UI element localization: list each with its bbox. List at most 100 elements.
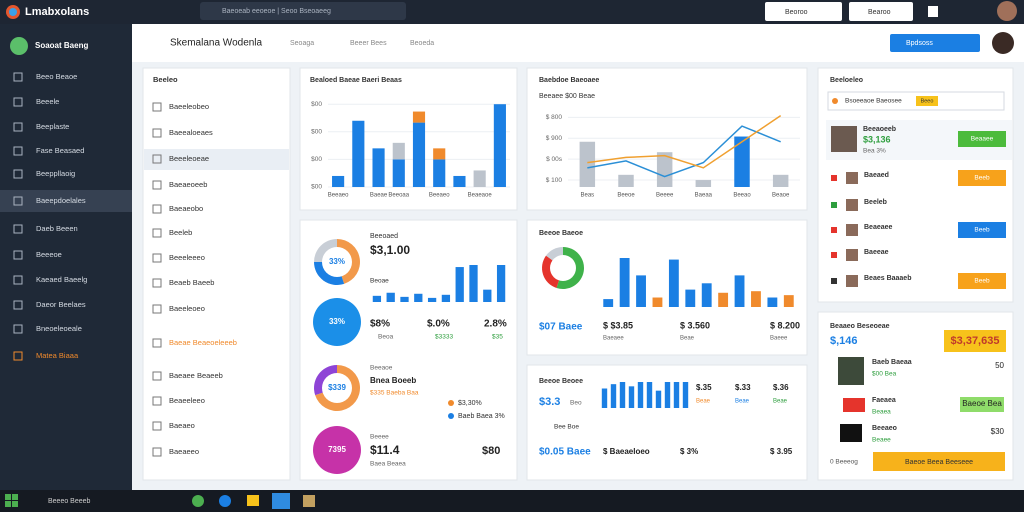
list-item[interactable]: Baeae Beaeoeleeeb — [169, 338, 237, 347]
bar — [392, 142, 405, 160]
list-item[interactable]: Baeeleobeo — [169, 102, 209, 111]
bar — [718, 292, 729, 307]
bar — [414, 293, 423, 302]
donut-hole — [550, 255, 576, 281]
start-button[interactable] — [5, 494, 11, 500]
sidebar — [0, 24, 132, 490]
header — [132, 24, 1024, 62]
nav-item[interactable]: Baeepdoelales — [36, 196, 86, 205]
app-chrome[interactable] — [192, 495, 204, 507]
nav-icon — [13, 72, 23, 82]
list-item[interactable]: Beaeb Baeeb — [169, 278, 214, 287]
nav-icon — [13, 250, 23, 260]
button-label: Beeb — [974, 278, 990, 285]
item-icon — [831, 252, 837, 258]
list-item[interactable]: Baeaee Beaeeb — [169, 371, 223, 380]
donut-center: 33% — [329, 257, 345, 266]
bar — [734, 275, 745, 307]
stat: $8% — [370, 319, 390, 330]
app-active[interactable] — [272, 493, 290, 509]
nav-item[interactable]: Beeeoe — [36, 250, 62, 259]
action-button[interactable] — [958, 131, 1006, 147]
donut-center: $339 — [328, 383, 346, 392]
nav-item[interactable]: Kaeaed Baeelg — [36, 275, 87, 284]
y-tick-label: $ 800 — [546, 114, 563, 121]
avatar[interactable] — [997, 1, 1017, 21]
totals-thumb-3 — [840, 424, 862, 442]
list-item[interactable]: Beeeleoeae — [169, 154, 209, 163]
bar — [601, 388, 608, 408]
nav-item[interactable]: Fase Beasaed — [36, 146, 84, 155]
app-misc[interactable] — [303, 495, 315, 507]
button-label: Baeoe Beea Beeseee — [905, 459, 973, 466]
x-tick-label: Beeee — [656, 193, 674, 199]
action-button[interactable] — [873, 452, 1005, 471]
label: Beeee — [370, 434, 389, 441]
value: $3,37,635 — [951, 335, 1000, 347]
line-series — [587, 115, 782, 169]
action-button[interactable] — [958, 170, 1006, 186]
start-button-b[interactable] — [12, 494, 18, 500]
panel-title: Bealoed Baeae Baeri Beaas — [310, 77, 402, 84]
icon-bell[interactable] — [928, 6, 938, 17]
button-label: Bpdsoss — [906, 40, 933, 47]
list-item[interactable]: Baeaeoeeb — [169, 180, 207, 189]
action-button[interactable] — [958, 273, 1006, 289]
nav-item[interactable]: Beeplaste — [36, 122, 69, 131]
action-button[interactable] — [960, 397, 1004, 412]
search-box[interactable] — [200, 2, 406, 20]
nav-item[interactable]: Daeor Beelaes — [36, 300, 86, 309]
stat-sub: $3333 — [435, 334, 453, 341]
nav-item[interactable]: Beeo Beaoe — [36, 72, 77, 81]
x-tick-label: Beaoe — [772, 193, 790, 199]
header-button[interactable] — [890, 34, 980, 52]
app-edge[interactable] — [219, 495, 231, 507]
taskbar-search: Beeeo Beeeb — [48, 498, 91, 505]
list-item[interactable]: Baeaeeo — [169, 447, 199, 456]
bar — [455, 267, 464, 302]
breadcrumb[interactable]: Beoeda — [410, 40, 434, 47]
select-1[interactable] — [765, 2, 842, 21]
y-tick-label: $ 100 — [546, 177, 563, 184]
bar — [433, 159, 446, 187]
nav-item[interactable]: Daeb Beeen — [36, 224, 78, 233]
nav-icon — [13, 122, 23, 132]
list-icon — [152, 253, 162, 263]
app-folder[interactable] — [247, 495, 259, 506]
taskbar — [0, 490, 1024, 512]
stat-sub: Baeee — [770, 336, 788, 342]
bar — [767, 297, 778, 307]
list-item[interactable]: Beeleb — [169, 228, 192, 237]
select-2[interactable] — [849, 2, 913, 21]
breadcrumb[interactable]: Seoaga — [290, 40, 314, 47]
list-item[interactable]: Beaeeleeo — [169, 396, 205, 405]
bar — [332, 175, 345, 187]
breadcrumb[interactable]: Beeer Bees — [350, 40, 387, 47]
label: Beeaoe — [370, 365, 393, 372]
header-avatar[interactable] — [992, 32, 1014, 54]
list-item[interactable]: Baeeleoeo — [169, 304, 205, 313]
list-item[interactable]: Baeealoeaes — [169, 128, 213, 137]
item-name: Beeleb — [864, 199, 887, 206]
nav-item[interactable]: Matea Biaaa — [36, 351, 79, 360]
action-button[interactable] — [958, 222, 1006, 238]
start-button-c[interactable] — [5, 501, 11, 507]
nav-icon — [13, 97, 23, 107]
nav-item[interactable]: Beeele — [36, 97, 59, 106]
start-button-d[interactable] — [12, 501, 18, 507]
list-icon — [152, 102, 162, 112]
bar — [685, 289, 696, 307]
pie-slice — [313, 298, 361, 346]
list-item[interactable]: Baeaeobo — [169, 204, 203, 213]
bar — [646, 382, 653, 408]
bar — [673, 382, 680, 408]
label: Bee Boe — [554, 424, 579, 431]
bar — [441, 294, 451, 302]
bar — [427, 297, 437, 302]
list-item[interactable]: Baeaeo — [169, 421, 195, 430]
stat: $07 Baee — [539, 322, 583, 333]
nav-item[interactable]: Beeppllaoig — [36, 169, 75, 178]
list-item[interactable]: Beeeleeeo — [169, 253, 205, 262]
stat: $3.3 — [539, 396, 560, 408]
nav-item[interactable]: Bneoeleoeale — [36, 324, 82, 333]
